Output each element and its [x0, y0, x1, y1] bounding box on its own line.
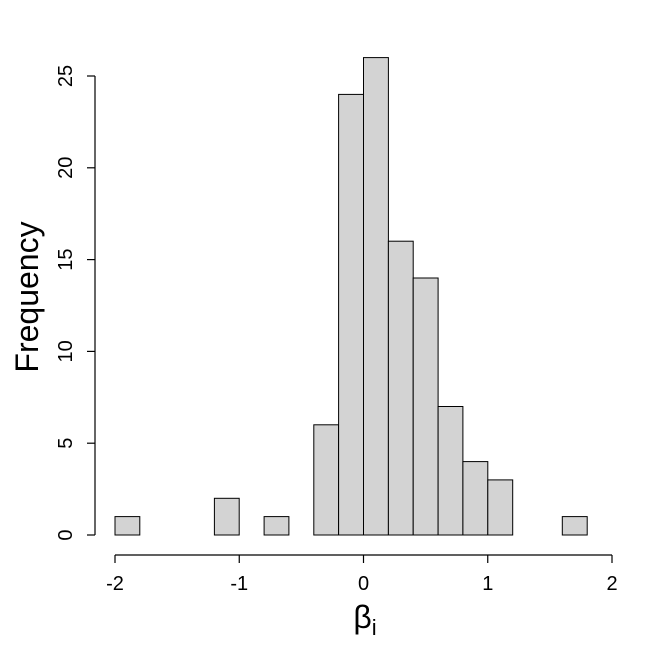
x-tick-label: 2 [606, 573, 617, 595]
histogram-bar [213, 497, 240, 536]
histogram-bar [561, 516, 588, 536]
x-axis: -2 -1 0 1 2 [106, 554, 618, 595]
y-tick-label: 25 [55, 65, 77, 87]
x-axis-title-subscript: i [372, 615, 377, 640]
histogram-bar [462, 461, 489, 536]
histogram-bar [387, 240, 414, 536]
histogram-bar [114, 516, 141, 536]
x-tick-label: 0 [358, 573, 369, 595]
histogram-bars [114, 57, 588, 536]
histogram-bar [437, 406, 464, 536]
y-tick-label: 0 [55, 529, 77, 540]
y-tick-label: 5 [55, 438, 77, 449]
histogram-bar [412, 277, 439, 536]
histogram-bar [338, 93, 365, 536]
histogram-bar [363, 57, 389, 536]
y-axis-title: Frequency [9, 221, 45, 372]
x-tick-label: -2 [106, 573, 124, 595]
x-axis-title: βi [353, 599, 376, 640]
x-axis-title-symbol: β [353, 599, 371, 635]
y-tick-label: 20 [55, 157, 77, 179]
x-tick-label: -1 [230, 573, 248, 595]
histogram-bar [487, 479, 514, 536]
histogram-bar [313, 424, 340, 536]
y-tick-label: 15 [55, 248, 77, 270]
histogram-bar [263, 516, 290, 536]
x-tick-label: 1 [482, 573, 493, 595]
y-axis: 0 5 10 15 20 25 [55, 65, 96, 541]
y-tick-label: 10 [55, 340, 77, 362]
